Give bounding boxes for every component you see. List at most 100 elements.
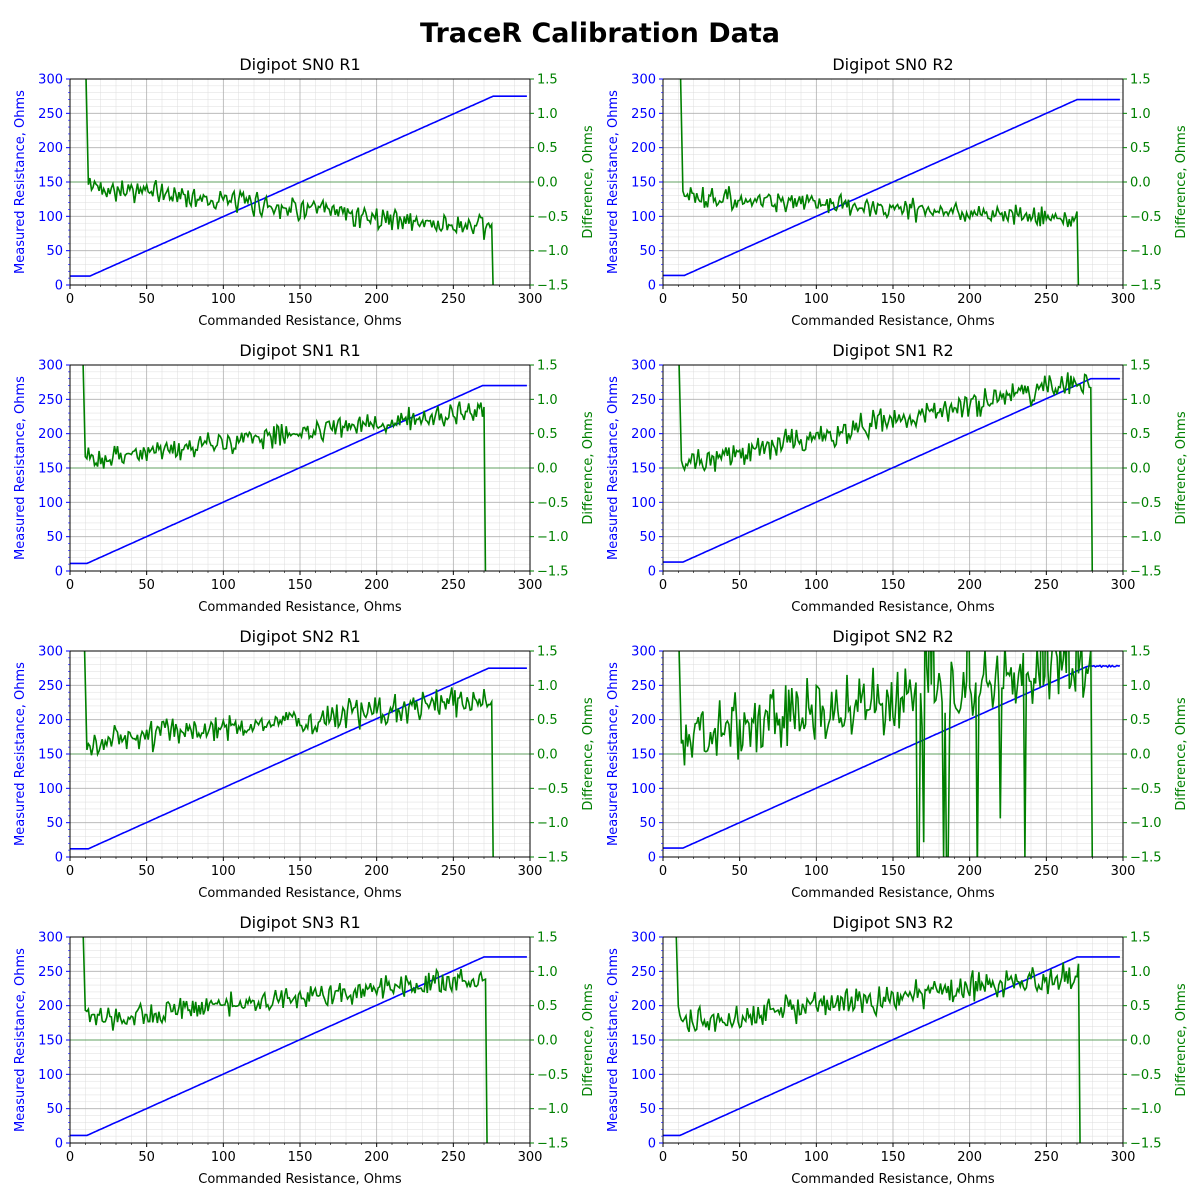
y2-axis-label: Difference, Ohms bbox=[1174, 697, 1189, 810]
subplot-title: Digipot SN3 R1 bbox=[239, 913, 360, 932]
y-tick-label: 100 bbox=[38, 210, 63, 225]
x-axis-label: Commanded Resistance, Ohms bbox=[198, 600, 402, 615]
y2-tick-label: −0.5 bbox=[1130, 782, 1162, 797]
difference-line bbox=[678, 365, 1094, 571]
x-tick-label: 200 bbox=[364, 292, 389, 307]
y-tick-label: 200 bbox=[631, 427, 656, 442]
y-tick-label: 250 bbox=[631, 393, 656, 408]
y2-tick-label: −0.5 bbox=[537, 496, 569, 511]
y-tick-label: 50 bbox=[639, 244, 656, 259]
y-axis-label: Measured Resistance, Ohms bbox=[606, 376, 621, 560]
x-tick-label: 150 bbox=[881, 864, 906, 879]
y-tick-label: 300 bbox=[38, 359, 63, 374]
y2-tick-label: 0.0 bbox=[1130, 1034, 1151, 1049]
y2-tick-label: −1.0 bbox=[537, 244, 569, 259]
measured-resistance-line bbox=[663, 956, 1120, 1137]
y-tick-label: 50 bbox=[46, 816, 63, 831]
y-tick-label: 50 bbox=[46, 1102, 63, 1117]
x-tick-label: 200 bbox=[364, 1150, 389, 1165]
measured-resistance-line bbox=[663, 664, 1121, 849]
y-tick-label: 50 bbox=[639, 816, 656, 831]
x-tick-label: 100 bbox=[804, 1150, 829, 1165]
y2-axis-label: Difference, Ohms bbox=[1174, 125, 1189, 238]
x-tick-label: 0 bbox=[659, 1150, 667, 1165]
x-tick-label: 100 bbox=[211, 864, 236, 879]
x-axis-label: Commanded Resistance, Ohms bbox=[198, 1172, 402, 1187]
x-tick-label: 50 bbox=[138, 864, 155, 879]
y-tick-label: 150 bbox=[38, 176, 63, 191]
x-tick-label: 150 bbox=[288, 1150, 313, 1165]
x-tick-label: 0 bbox=[66, 864, 74, 879]
x-tick-label: 0 bbox=[659, 864, 667, 879]
y2-tick-label: 1.0 bbox=[537, 393, 558, 408]
x-tick-label: 50 bbox=[731, 578, 748, 593]
y-axis-label: Measured Resistance, Ohms bbox=[606, 948, 621, 1132]
y2-tick-label: −0.5 bbox=[1130, 496, 1162, 511]
x-tick-label: 50 bbox=[138, 292, 155, 307]
y2-tick-label: −1.0 bbox=[1130, 530, 1162, 545]
y2-tick-label: −1.5 bbox=[537, 565, 569, 580]
x-tick-label: 250 bbox=[1034, 578, 1059, 593]
y2-tick-label: 0.0 bbox=[537, 176, 558, 191]
y-tick-label: 150 bbox=[631, 748, 656, 763]
difference-line bbox=[85, 79, 494, 285]
subplot-title: Digipot SN2 R2 bbox=[832, 627, 953, 646]
y2-tick-label: 1.0 bbox=[1130, 965, 1151, 980]
x-axis-label: Commanded Resistance, Ohms bbox=[791, 314, 995, 329]
y2-axis-label: Difference, Ohms bbox=[1174, 411, 1189, 524]
subplot-title: Digipot SN2 R1 bbox=[239, 627, 360, 646]
x-tick-label: 300 bbox=[1111, 1150, 1136, 1165]
y2-axis-label: Difference, Ohms bbox=[581, 411, 596, 524]
y-tick-label: 250 bbox=[38, 393, 63, 408]
x-tick-label: 100 bbox=[804, 292, 829, 307]
y-tick-label: 100 bbox=[38, 496, 63, 511]
x-tick-label: 250 bbox=[441, 864, 466, 879]
y2-axis-label: Difference, Ohms bbox=[581, 125, 596, 238]
y-tick-label: 300 bbox=[38, 931, 63, 946]
y2-tick-label: −1.0 bbox=[1130, 244, 1162, 259]
y-tick-label: 150 bbox=[38, 1034, 63, 1049]
y2-tick-label: 0.0 bbox=[1130, 748, 1151, 763]
y2-tick-label: 0.5 bbox=[1130, 427, 1151, 442]
y-tick-label: 150 bbox=[38, 462, 63, 477]
y2-axis-label: Difference, Ohms bbox=[1174, 983, 1189, 1096]
y-axis-label: Measured Resistance, Ohms bbox=[13, 376, 28, 560]
measured-resistance-line bbox=[663, 377, 1120, 563]
x-tick-label: 300 bbox=[1111, 578, 1136, 593]
difference-line bbox=[82, 365, 487, 571]
y-tick-label: 50 bbox=[46, 530, 63, 545]
x-tick-label: 0 bbox=[66, 578, 74, 593]
y2-axis-label: Difference, Ohms bbox=[581, 983, 596, 1096]
subplot-7: 0 50 100 150 200 250 300050100150200250300−1.5… bbox=[13, 913, 596, 1187]
y-tick-label: 250 bbox=[631, 107, 656, 122]
y-axis-label: Measured Resistance, Ohms bbox=[13, 90, 28, 274]
difference-line bbox=[678, 651, 1094, 857]
measured-resistance-line bbox=[663, 98, 1120, 277]
x-tick-label: 200 bbox=[364, 578, 389, 593]
x-tick-label: 0 bbox=[659, 578, 667, 593]
y-tick-label: 300 bbox=[631, 645, 656, 660]
y2-tick-label: 1.5 bbox=[537, 645, 558, 660]
difference-line bbox=[675, 937, 1081, 1143]
x-tick-label: 250 bbox=[1034, 864, 1059, 879]
y-tick-label: 0 bbox=[648, 1137, 656, 1152]
y2-tick-label: −1.5 bbox=[537, 851, 569, 866]
y2-tick-label: −1.5 bbox=[1130, 851, 1162, 866]
y2-tick-label: 0.0 bbox=[1130, 176, 1151, 191]
y-axis-label: Measured Resistance, Ohms bbox=[13, 948, 28, 1132]
y-tick-label: 300 bbox=[631, 931, 656, 946]
y2-tick-label: 1.5 bbox=[1130, 359, 1151, 374]
subplot-title: Digipot SN3 R2 bbox=[832, 913, 953, 932]
x-tick-label: 200 bbox=[364, 864, 389, 879]
y2-tick-label: 1.5 bbox=[537, 931, 558, 946]
y-tick-label: 200 bbox=[631, 141, 656, 156]
y2-tick-label: −1.0 bbox=[537, 530, 569, 545]
y-tick-label: 150 bbox=[631, 176, 656, 191]
y-tick-label: 250 bbox=[631, 679, 656, 694]
x-tick-label: 50 bbox=[731, 292, 748, 307]
y2-tick-label: −0.5 bbox=[537, 782, 569, 797]
x-tick-label: 300 bbox=[518, 292, 543, 307]
y-tick-label: 100 bbox=[631, 1068, 656, 1083]
y-tick-label: 50 bbox=[639, 1102, 656, 1117]
x-tick-label: 250 bbox=[1034, 1150, 1059, 1165]
